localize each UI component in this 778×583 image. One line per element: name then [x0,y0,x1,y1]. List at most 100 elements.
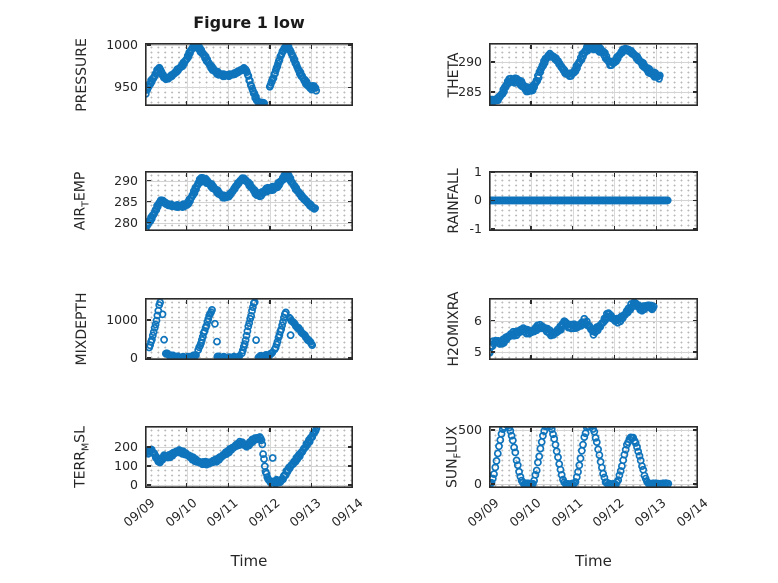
y-axis-label: AIRTEMP [72,171,92,231]
x-tick-mark-bottom [185,225,188,230]
y-axis-label: THETA [446,52,462,97]
y-tick-mark-left [490,199,495,202]
y-tick-mark-right [347,465,352,467]
y-tick-mark-right [692,171,697,173]
y-tick-label: 290 [458,54,482,70]
subplot-terr_msl: 0 100 200 TERRMSL 09/09 09/10 09/11 09/12 09/13 0… [73,426,366,530]
x-tick-mark-bottom [310,482,313,487]
y-tick-label: 5 [474,343,482,359]
y-tick-mark-left [490,61,495,63]
x-tick-mark-bottom [655,482,657,487]
gridline-horizontal [145,222,353,224]
x-tick-mark-top [227,299,229,304]
x-tick-mark-top [227,427,229,432]
x-tick-mark-bottom [310,354,313,359]
x-tick-mark-top [269,44,271,49]
gridline-vertical [186,298,188,360]
x-tick-mark-top [269,427,271,432]
y-tick-mark-left [490,171,495,173]
x-tick-mark-top [530,299,532,304]
gridline-horizontal [489,91,698,93]
gridline-horizontal [489,484,698,485]
x-tick-mark-bottom [655,354,657,359]
x-tick-mark-top [269,299,271,304]
y-tick-label: 100 [114,457,138,473]
y-tick-mark-left [146,86,151,89]
x-tick-mark-bottom [613,482,616,487]
y-tick-mark-right [347,86,352,89]
x-tick-label: 09/11 [203,495,241,530]
gridline-vertical [530,43,532,106]
x-tick-mark-top [310,44,313,49]
gridline-vertical [186,43,188,106]
x-tick-mark-top [571,299,574,304]
x-tick-mark-bottom [613,225,616,230]
y-axis-label: MIXDEPTH [74,292,90,366]
x-tick-mark-bottom [310,225,313,230]
gridline-horizontal [489,62,698,64]
y-tick-mark-left [146,44,151,46]
subplot-mixdepth: 0 1000 MIXDEPTH [74,293,353,365]
gridline-vertical [311,426,313,488]
gridline-vertical [530,426,532,488]
x-tick-mark-bottom [185,354,188,359]
x-tick-label: 09/10 [506,495,544,530]
y-tick-label: 0 [130,476,138,492]
x-tick-mark-bottom [269,225,271,230]
x-tick-mark-bottom [185,482,188,487]
gridline-horizontal [489,172,698,174]
y-tick-mark-right [347,179,352,182]
x-tick-mark-top [185,427,188,432]
x-tick-mark-bottom [571,225,574,230]
y-tick-mark-left [490,483,495,485]
y-tick-mark-left [490,228,495,230]
y-tick-mark-left [146,200,151,203]
gridline-vertical [614,426,616,488]
gridline-horizontal [145,484,353,486]
x-tick-mark-bottom [310,100,313,105]
x-tick-mark-bottom [655,100,657,105]
y-tick-mark-left [146,446,151,448]
y-tick-mark-right [692,91,697,93]
x-tick-mark-top [185,172,188,177]
x-tick-mark-bottom [613,354,616,359]
gridline-vertical [614,298,616,360]
x-tick-mark-top [613,44,616,49]
gridline-vertical [656,426,658,488]
y-tick-mark-right [347,44,352,46]
gridline-vertical [228,298,230,360]
x-tick-label: 09/09 [464,495,502,530]
gridline-horizontal [489,429,698,431]
y-tick-mark-right [692,319,697,322]
x-tick-label: 09/11 [547,495,586,530]
subplot-h2omixra: 5 6 H2OMIXRA [446,292,698,367]
x-tick-mark-bottom [227,482,229,487]
gridline-vertical [614,43,616,106]
subplot-rainfall: -1 0 1 RAINFALL [446,165,698,234]
x-tick-mark-bottom [571,100,574,105]
scatter-markers [145,171,320,231]
y-tick-mark-left [146,221,151,224]
x-tick-label: 09/12 [245,495,283,530]
y-tick-mark-right [692,61,697,63]
x-tick-mark-top [655,172,657,177]
x-tick-mark-bottom [530,100,532,105]
x-tick-mark-top [655,427,657,432]
y-tick-label: 200 [114,438,138,454]
x-tick-mark-top [227,44,229,49]
x-tick-mark-bottom [227,354,229,359]
y-tick-mark-left [146,319,151,321]
gridline-vertical [656,298,658,360]
gridline-vertical [311,298,313,360]
y-tick-mark-left [146,179,151,182]
x-tick-mark-top [530,44,532,49]
y-tick-mark-right [347,484,352,486]
y-tick-label: 0 [474,192,482,208]
y-tick-mark-left [146,357,151,359]
y-tick-label: 290 [114,172,138,188]
x-tick-mark-bottom [269,100,271,105]
x-tick-mark-top [227,172,229,177]
x-tick-mark-bottom [530,354,532,359]
y-tick-label: 1000 [106,36,138,52]
